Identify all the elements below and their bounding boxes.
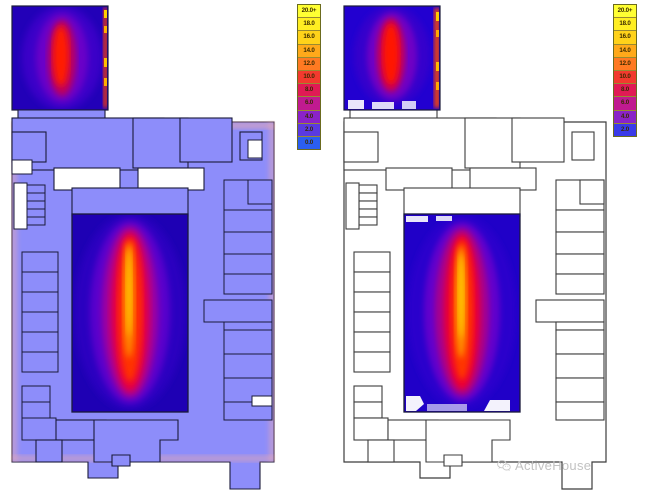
legend-band: 20.0+ <box>614 5 636 19</box>
legend-band: 8.0 <box>614 84 636 98</box>
legend-band: 4.0 <box>614 110 636 124</box>
legend-band: 18.0 <box>614 18 636 32</box>
color-scale-right: 20.0+ 18.0 16.0 14.0 12.0 10.0 8.0 6.0 4… <box>613 4 637 137</box>
floor-plan-left <box>0 0 292 491</box>
legend-band: 10.0 <box>614 70 636 85</box>
legend-band: 14.0 <box>614 44 636 58</box>
legend-band: 2.0 <box>298 123 320 137</box>
legend-band: 4.0 <box>298 110 320 124</box>
left-rib-rooms <box>13 182 59 441</box>
color-scale-left: 20.0+ 18.0 16.0 14.0 12.0 10.0 8.0 6.0 4… <box>297 4 321 151</box>
upper-left-room <box>343 5 441 111</box>
unshaded-voids <box>11 139 263 191</box>
upper-left-room <box>11 5 109 111</box>
legend-band: 12.0 <box>298 57 320 71</box>
legend-band: 14.0 <box>298 44 320 58</box>
bottom-rooms <box>35 419 179 467</box>
wechat-icon <box>497 459 511 472</box>
legend-band: 18.0 <box>298 18 320 32</box>
watermark: ActiveHouse <box>497 458 591 473</box>
upper-corridor <box>11 109 263 171</box>
right-rib-rooms <box>203 179 273 421</box>
legend-band: 8.0 <box>298 84 320 98</box>
legend-band: 16.0 <box>614 31 636 45</box>
legend-band: 16.0 <box>298 31 320 45</box>
legend-band: 12.0 <box>614 57 636 71</box>
legend-band: 0.0 <box>298 136 320 150</box>
legend-band: 10.0 <box>298 70 320 85</box>
legend-band: 20.0+ <box>298 5 320 19</box>
legend-band: 6.0 <box>298 97 320 111</box>
watermark-text: ActiveHouse <box>515 458 592 473</box>
legend-band: 6.0 <box>614 97 636 111</box>
central-room <box>403 213 521 413</box>
floor-plan-right <box>332 0 624 491</box>
central-room <box>71 187 189 413</box>
legend-band: 2.0 <box>614 123 636 136</box>
